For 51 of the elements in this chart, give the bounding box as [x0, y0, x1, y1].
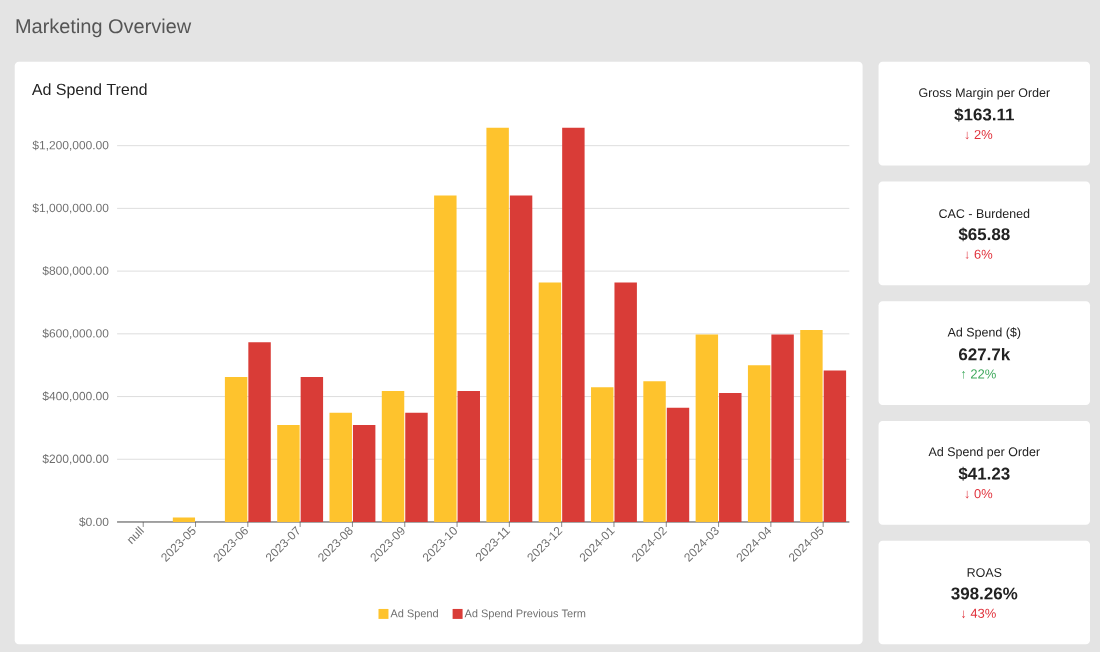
bar: [434, 195, 457, 522]
bar: [457, 390, 480, 522]
bar: [666, 407, 690, 522]
bar: [591, 386, 614, 522]
text: Ad Spend ($): [947, 327, 1021, 339]
text: 398.26%: [951, 587, 1018, 600]
bar: [224, 376, 248, 522]
bar: [329, 412, 352, 522]
x-tick-label: null: [127, 525, 145, 544]
bar: [643, 381, 666, 522]
bar: [771, 334, 794, 522]
text: Gross Margin per Order: [919, 87, 1050, 100]
text: ROAS: [967, 567, 1002, 577]
text: ↑ 22%: [962, 369, 996, 379]
bar: [823, 370, 847, 522]
text: Ad Spend per Order: [928, 446, 1040, 459]
text: $65.88: [958, 227, 1010, 242]
bar: [747, 365, 771, 522]
bar: [300, 376, 324, 522]
y-tick-label: $0.00: [79, 516, 109, 527]
bar: [381, 390, 405, 522]
bar: [719, 392, 742, 522]
bar: [486, 127, 509, 522]
bar: [405, 412, 428, 522]
bar: [277, 424, 300, 522]
text: $163.11: [954, 107, 1014, 122]
y-tick-label: $800,000.00: [42, 265, 109, 277]
chart-title: Ad Spend Trend: [31, 83, 147, 99]
text: ↓ 43%: [962, 608, 996, 618]
y-tick-label: $200,000.00: [42, 453, 109, 465]
bar: [695, 334, 719, 522]
legend-label: Ad Spend Previous Term: [464, 609, 586, 620]
text: ↓ 6%: [965, 249, 993, 259]
bar: [614, 282, 637, 522]
bar: [509, 195, 533, 522]
text: Marketing Overview: [16, 18, 192, 38]
bar: [538, 282, 562, 522]
text: ↓ 2%: [965, 129, 993, 140]
text: ↓ 0%: [965, 488, 993, 499]
bar: [352, 424, 376, 522]
bar: [562, 127, 585, 522]
text: CAC - Burdened: [939, 208, 1030, 218]
text: 627.7k: [958, 347, 1011, 361]
y-tick-label: $600,000.00: [42, 328, 109, 339]
legend-label: Ad Spend: [390, 609, 438, 620]
text: $41.23: [958, 466, 1010, 481]
bar: [248, 342, 271, 522]
y-tick-label: $400,000.00: [42, 391, 109, 402]
y-tick-label: $1,200,000.00: [32, 140, 109, 151]
bar: [800, 329, 823, 522]
y-tick-label: $1,000,000.00: [32, 203, 109, 214]
